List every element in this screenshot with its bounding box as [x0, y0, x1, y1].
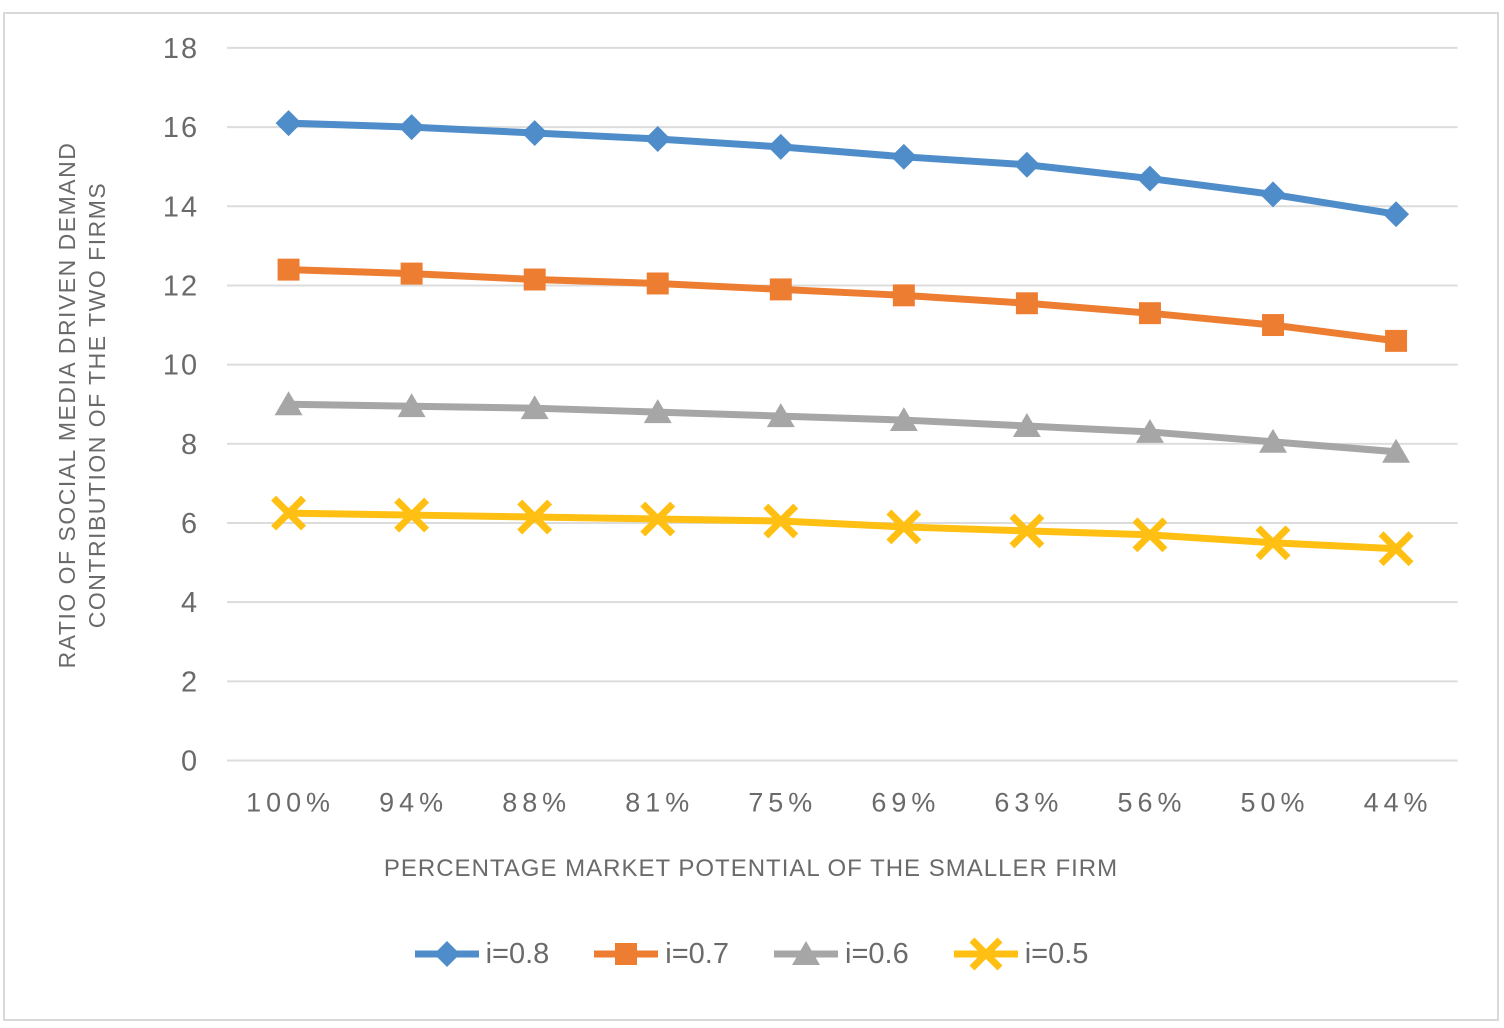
x-tick-label: 81% [625, 787, 694, 817]
series-marker [1260, 181, 1286, 208]
y-tick-label: 16 [163, 112, 199, 144]
x-tick-label: 100% [246, 787, 335, 817]
series-marker [763, 503, 799, 539]
series-marker [1382, 438, 1411, 463]
x-tick-label: 56% [1118, 787, 1187, 817]
series-marker [1138, 302, 1161, 325]
series-marker [892, 284, 915, 307]
series-marker [1383, 201, 1410, 228]
series-line-i05 [285, 509, 1400, 553]
series-marker [274, 391, 303, 416]
line-chart-plot-area: 0 2 4 6 8 10 12 14 16 18 100% 94% 88% 81% 75% 69% 63% 56%… [163, 33, 1458, 817]
series-marker [520, 395, 549, 420]
y-axis-title-line2: CONTRIBUTION OF THE TWO FIRMS [84, 181, 110, 629]
series-marker [1009, 513, 1045, 549]
series-marker [521, 120, 548, 147]
legend-label: i=0.5 [1024, 937, 1089, 970]
x-tick-label: 63% [994, 787, 1063, 817]
chart-frame: 0 2 4 6 8 10 12 14 16 18 100% 94% 88% 81% 75% 69% 63% 56%… [3, 12, 1499, 1021]
series-marker [1262, 314, 1284, 337]
series-marker [523, 268, 546, 291]
series-marker [517, 499, 553, 535]
legend-marker-shape [433, 941, 460, 967]
series-marker [271, 495, 307, 531]
legend-marker-shape [615, 943, 638, 965]
series-marker [1136, 165, 1163, 192]
legend-marker-shape [792, 941, 820, 965]
chart-legend: i=0.8 i=0.7 i=0.6 i=0.5 [5, 934, 1497, 974]
series-marker [1012, 413, 1041, 437]
y-tick-label: 14 [163, 191, 199, 223]
x-tick-label: 75% [748, 787, 817, 817]
x-tick-label: 44% [1364, 787, 1433, 817]
y-tick-label: 4 [181, 587, 199, 619]
series-marker [1015, 292, 1038, 315]
series-marker [400, 262, 423, 285]
series-line-i06 [285, 400, 1400, 456]
series-marker [277, 258, 300, 281]
series-marker [1385, 329, 1408, 352]
legend-item-i08: i=0.8 [414, 934, 550, 974]
series-marker [766, 403, 795, 428]
series-marker [889, 407, 918, 432]
x-tick-label: 94% [379, 787, 448, 817]
x-axis-title: PERCENTAGE MARKET POTENTIAL OF THE SMALL… [383, 855, 1119, 882]
legend-label: i=0.6 [845, 937, 909, 970]
series-marker [397, 393, 426, 418]
y-tick-label: 12 [163, 270, 199, 302]
series-marker [886, 509, 922, 545]
legend-label: i=0.8 [485, 937, 550, 970]
series-marker [769, 278, 792, 301]
legend-marker-shape [969, 937, 1003, 971]
series-marker [640, 501, 676, 537]
legend-item-i07: i=0.7 [593, 934, 729, 974]
series-marker [644, 126, 671, 152]
y-axis-title-line1: RATIO OF SOCIAL MEDIA DRIVEN DEMAND [54, 141, 80, 669]
x-tick-label: 88% [502, 787, 571, 817]
legend-label: i=0.7 [665, 937, 729, 970]
series-line-i08 [285, 119, 1400, 218]
series-marker [646, 272, 669, 295]
y-tick-label: 2 [181, 666, 199, 698]
legend-marker-triangle-icon [774, 941, 838, 965]
series-marker [1135, 418, 1164, 443]
series-marker [1378, 531, 1414, 567]
series-marker [394, 497, 430, 533]
series-marker [1132, 517, 1168, 553]
series-marker [1255, 525, 1291, 561]
y-tick-label: 10 [163, 350, 199, 382]
series-marker [275, 110, 302, 137]
legend-marker-x-icon [953, 937, 1018, 971]
y-tick-label: 6 [181, 508, 199, 540]
y-axis-title: RATIO OF SOCIAL MEDIA DRIVEN DEMAND CONT… [52, 48, 112, 762]
series-marker [1259, 428, 1287, 453]
series-marker [643, 399, 672, 424]
series-marker [1013, 151, 1040, 178]
series-marker [398, 114, 425, 141]
y-tick-label: 18 [163, 33, 199, 65]
series-marker [767, 133, 794, 160]
series-marker [890, 143, 917, 170]
x-tick-label: 50% [1241, 787, 1310, 817]
x-tick-label: 69% [871, 787, 940, 817]
legend-marker-square-icon [594, 943, 659, 965]
series-line-i07 [285, 266, 1400, 345]
legend-marker-diamond-icon [414, 941, 479, 967]
y-tick-label: 8 [181, 429, 199, 461]
legend-item-i05: i=0.5 [953, 934, 1089, 974]
y-tick-label: 0 [181, 745, 199, 777]
legend-item-i06: i=0.6 [773, 934, 909, 974]
